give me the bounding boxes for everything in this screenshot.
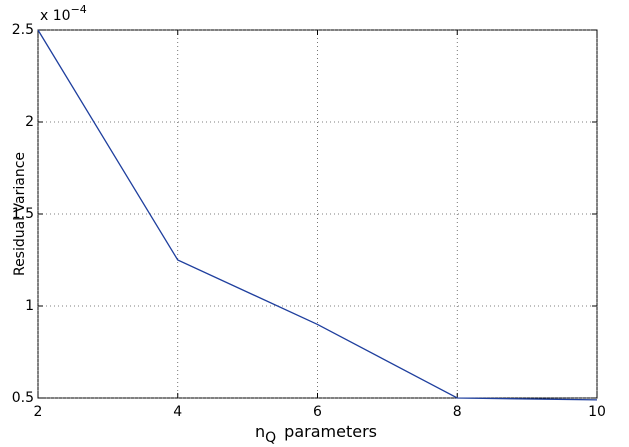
x-axis-label: nQ parameters (255, 422, 377, 447)
x-label-subscript: Q (265, 430, 276, 446)
x-label-base: n (255, 422, 265, 441)
x-tick-label: 2 (34, 404, 43, 420)
y-multiplier-base: x 10 (40, 8, 71, 24)
y-multiplier-exponent: −4 (71, 3, 87, 16)
y-tick-label: 0.5 (12, 390, 34, 406)
x-tick-label: 10 (588, 404, 606, 420)
y-multiplier: x 10−4 (40, 3, 87, 24)
y-tick-label: 2 (25, 114, 34, 130)
y-tick-label: 1.5 (12, 206, 34, 222)
y-axis-label: Residual Variance (12, 152, 28, 276)
y-tick-label: 1 (25, 298, 34, 314)
x-label-suffix: parameters (284, 422, 377, 441)
data-line (37, 29, 598, 401)
y-tick-label: 2.5 (12, 22, 34, 38)
x-tick-label: 6 (313, 404, 322, 420)
x-tick-label: 4 (173, 404, 182, 420)
x-tick-label: 8 (453, 404, 462, 420)
